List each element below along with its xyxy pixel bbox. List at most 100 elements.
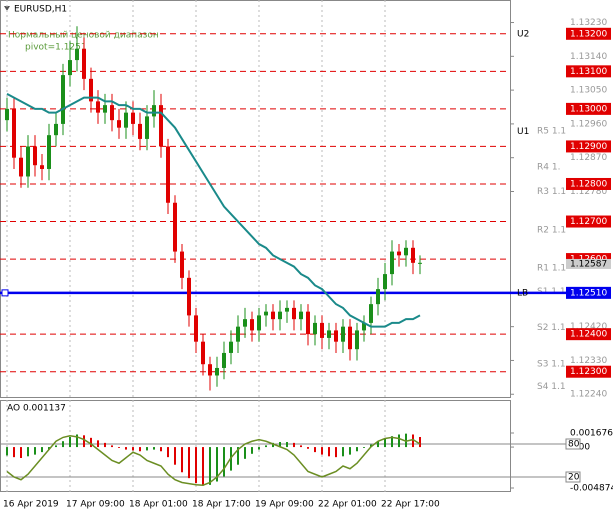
candle-body <box>257 315 261 331</box>
pivot-label: 1.12510 <box>570 288 607 298</box>
candle-body <box>411 247 415 263</box>
ao-bar <box>216 447 218 482</box>
ao-bar <box>104 442 106 448</box>
level-label: 1.12400 <box>570 330 607 340</box>
ao-bar <box>314 447 316 453</box>
x-tick-label: 18 Apr 01:00 <box>129 500 188 510</box>
ao-bar <box>111 445 113 448</box>
candle-body <box>117 120 121 128</box>
ao-bar <box>55 445 57 448</box>
x-tick-label: 19 Apr 09:00 <box>255 500 314 510</box>
level-tag: U2 <box>517 29 529 39</box>
level-label-box <box>566 140 611 153</box>
candle-body <box>180 251 184 278</box>
candle-body <box>341 326 345 342</box>
x-tick-label: 17 Apr 09:00 <box>66 500 125 510</box>
candle-body <box>376 289 380 305</box>
ao-bar <box>328 447 330 457</box>
ao-bar <box>48 447 50 450</box>
indicator-frame <box>0 400 511 492</box>
level-annotation: R3 1.1 <box>537 187 566 197</box>
candle-body <box>313 322 317 335</box>
ao-bar <box>405 433 407 448</box>
level-label-box <box>566 215 611 228</box>
candle-body <box>397 251 401 256</box>
candle-body <box>68 60 72 76</box>
level-annotation: S3 1.1 <box>537 359 566 369</box>
candle-body <box>285 307 289 312</box>
candle-body <box>159 105 163 147</box>
candle-body <box>19 157 23 177</box>
ao-bar <box>342 447 344 457</box>
candle-body <box>236 326 240 342</box>
ao-bar <box>272 442 274 448</box>
level-annotation: R4 1. <box>537 163 560 173</box>
ao-bar <box>279 442 281 448</box>
menu-arrow <box>4 6 10 11</box>
candle-body <box>96 101 100 113</box>
candle-body <box>299 311 303 320</box>
ao-bar <box>349 447 351 455</box>
ao-bar <box>209 447 211 485</box>
candle-body <box>131 112 135 124</box>
candle-body <box>383 274 387 290</box>
ao-bar <box>398 434 400 448</box>
ao-bar <box>139 447 141 452</box>
ao-bar <box>237 447 239 465</box>
oscillator-line <box>6 434 421 487</box>
x-tick-label: 18 Apr 17:00 <box>192 500 251 510</box>
candle-body <box>54 123 58 136</box>
ao-bar <box>412 434 414 448</box>
candle-body <box>215 367 219 376</box>
candle-body <box>124 112 128 128</box>
y-tick-label: 1.12240 <box>570 390 607 400</box>
level-label-box <box>566 102 611 115</box>
ao-bar <box>62 441 64 448</box>
ao-bar <box>265 445 267 448</box>
candle-body <box>75 48 79 61</box>
ao-bar <box>181 447 183 473</box>
level-label: 1.12700 <box>570 217 607 227</box>
subtitle: Нормальный ценовой диапазон <box>8 31 159 41</box>
candle-body <box>61 75 65 124</box>
candle-body <box>264 311 268 316</box>
ao-bar <box>300 445 302 448</box>
candle-body <box>306 311 310 335</box>
y-tick-label: 1.12960 <box>570 119 607 129</box>
candle-body <box>26 146 30 177</box>
ao-bar <box>363 447 365 448</box>
candle-body <box>348 326 352 350</box>
x-tick-label: 22 Apr 01:00 <box>318 500 377 510</box>
pivot-tag: LB <box>517 288 528 298</box>
ao-bar <box>97 440 99 448</box>
level-label-box <box>566 328 611 341</box>
candle-body <box>40 165 44 169</box>
ao-bar <box>167 447 169 458</box>
level-label: 1.13200 <box>570 29 607 39</box>
candle-body <box>222 352 226 368</box>
candle-body <box>243 319 247 327</box>
candle-body <box>33 146 37 166</box>
ao-bar <box>286 442 288 448</box>
candle-body <box>5 108 9 121</box>
ao-bar <box>202 447 204 486</box>
last-price-label: 1.12587 <box>570 259 607 269</box>
ao-bar <box>335 447 337 458</box>
ao-bar <box>83 435 85 448</box>
ao-bar <box>90 437 92 448</box>
y-tick-label: 1.12780 <box>570 187 607 197</box>
candle-body <box>292 307 296 320</box>
y-tick-label: 1.13230 <box>570 18 607 28</box>
ao-bar <box>223 447 225 477</box>
ao-bar <box>356 447 358 452</box>
level-label: 1.13100 <box>570 67 607 77</box>
level-annotation: S4 1.1 <box>537 382 566 392</box>
ao-bar <box>384 438 386 448</box>
ao-bar <box>27 447 29 457</box>
x-tick-label: 22 Apr 17:00 <box>381 500 440 510</box>
candle-body <box>369 304 373 323</box>
candle-body <box>138 123 142 139</box>
level-label: 1.12900 <box>570 142 607 152</box>
